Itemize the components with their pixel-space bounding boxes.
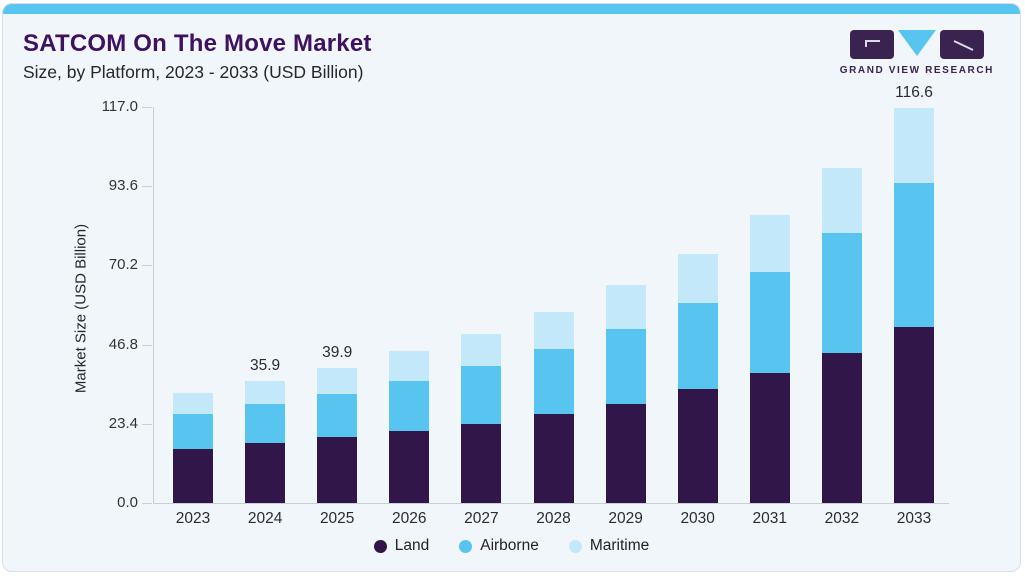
- bar-segment-airborne-2025[interactable]: [317, 393, 358, 438]
- bar-segment-airborne-2031[interactable]: [749, 271, 790, 374]
- y-axis-title: Market Size (USD Billion): [72, 223, 90, 394]
- bar-segment-land-2033[interactable]: [894, 327, 934, 503]
- y-axis-tick-label: 93.6: [108, 177, 138, 195]
- bar-segment-land-2030[interactable]: [677, 389, 718, 503]
- y-axis-tick: [142, 503, 152, 504]
- legend-item-airborne[interactable]: Airborne: [459, 537, 539, 555]
- chart-card: SATCOM On The Move Market Size, by Platf…: [2, 3, 1021, 572]
- bar-total-label: 39.9: [322, 343, 353, 361]
- bar-total-label: 116.6: [895, 84, 933, 102]
- bar-segment-airborne-2030[interactable]: [677, 303, 718, 390]
- logo-marks: [849, 30, 984, 59]
- x-axis-line: [153, 503, 949, 504]
- chart-subtitle: Size, by Platform, 2023 - 2033 (USD Bill…: [23, 62, 364, 82]
- bar-segment-airborne-2024[interactable]: [245, 404, 286, 444]
- x-axis-label: 2032: [824, 510, 860, 527]
- x-axis-label: 2023: [175, 510, 211, 527]
- x-axis-label: 2026: [392, 510, 427, 527]
- bar-segment-airborne-2029[interactable]: [605, 328, 646, 404]
- bar-segment-land-2026[interactable]: [389, 431, 430, 503]
- legend-item-label: Airborne: [480, 537, 539, 554]
- logo-mark-left: [849, 30, 894, 59]
- bar-segment-airborne-2028[interactable]: [533, 349, 574, 415]
- bar-segment-land-2024[interactable]: [245, 443, 286, 503]
- bar-segment-maritime-2030[interactable]: [677, 253, 718, 304]
- logo-mark-right: [939, 30, 984, 59]
- x-axis-label: 2030: [680, 510, 715, 527]
- y-axis-tick: [142, 344, 152, 346]
- bar-segment-maritime-2025[interactable]: [317, 367, 358, 394]
- bar-total-label: 35.9: [250, 357, 281, 375]
- y-axis-tick-label: 117.0: [101, 98, 138, 115]
- x-axis-label: 2024: [247, 510, 283, 527]
- bar-segment-land-2029[interactable]: [605, 403, 646, 503]
- y-axis-tick: [142, 186, 152, 188]
- logo-g-glyph-icon: [864, 40, 880, 47]
- bar-segment-maritime-2027[interactable]: [461, 333, 502, 366]
- x-axis-label: 2031: [752, 510, 788, 527]
- y-axis-tick-label: 0.0: [117, 494, 138, 511]
- logo-text: GRAND VIEW RESEARCH: [839, 65, 994, 76]
- y-axis-tick-label: 23.4: [108, 414, 138, 432]
- logo-r-glyph-icon: [953, 40, 974, 51]
- bar-segment-airborne-2027[interactable]: [461, 365, 502, 424]
- bar-segment-land-2032[interactable]: [821, 353, 862, 503]
- y-axis-tick: [142, 265, 152, 267]
- bar-segment-maritime-2033[interactable]: [894, 108, 934, 184]
- y-axis-tick: [142, 423, 152, 425]
- legend-dot-icon: [568, 539, 582, 553]
- y-axis-tick: [142, 107, 152, 108]
- bar-segment-maritime-2029[interactable]: [605, 285, 646, 329]
- legend-dot-icon: [459, 539, 473, 553]
- x-axis-label: 2025: [319, 510, 355, 527]
- legend-item-label: Land: [394, 537, 430, 554]
- bar-segment-land-2028[interactable]: [533, 414, 574, 503]
- bar-segment-land-2025[interactable]: [317, 437, 358, 503]
- chart-title: SATCOM On The Move Market: [23, 30, 372, 57]
- logo-triangle-icon: [897, 30, 936, 56]
- y-axis-tick-label: 70.2: [108, 256, 138, 274]
- bar-segment-airborne-2032[interactable]: [821, 232, 862, 354]
- bar-segment-maritime-2028[interactable]: [533, 311, 574, 349]
- bar-segment-land-2027[interactable]: [461, 423, 502, 503]
- bar-segment-maritime-2032[interactable]: [821, 167, 862, 233]
- x-axis-label: 2027: [464, 510, 499, 527]
- legend: Land Airborne Maritime: [3, 537, 1020, 555]
- bar-segment-maritime-2024[interactable]: [245, 381, 286, 405]
- bar-segment-land-2023[interactable]: [173, 448, 213, 503]
- bar-segment-airborne-2023[interactable]: [173, 414, 213, 449]
- legend-item-label: Maritime: [589, 537, 650, 554]
- x-axis-label: 2028: [536, 510, 571, 527]
- x-axis-label: 2033: [896, 510, 932, 527]
- bar-segment-land-2031[interactable]: [749, 373, 790, 503]
- legend-item-land[interactable]: Land: [373, 537, 430, 555]
- bar-segment-maritime-2023[interactable]: [173, 393, 213, 415]
- legend-dot-icon: [373, 539, 387, 553]
- y-axis-line: [153, 107, 154, 503]
- bar-segment-maritime-2026[interactable]: [389, 351, 430, 382]
- bar-segment-airborne-2033[interactable]: [894, 183, 934, 327]
- bar-segment-maritime-2031[interactable]: [749, 214, 790, 272]
- gvr-logo: GRAND VIEW RESEARCH: [840, 30, 994, 76]
- bar-segment-airborne-2026[interactable]: [389, 381, 430, 432]
- x-axis-label: 2029: [608, 510, 643, 527]
- legend-item-maritime[interactable]: Maritime: [568, 537, 650, 555]
- y-axis-tick-label: 46.8: [108, 335, 138, 353]
- top-accent-bar: [3, 4, 1020, 14]
